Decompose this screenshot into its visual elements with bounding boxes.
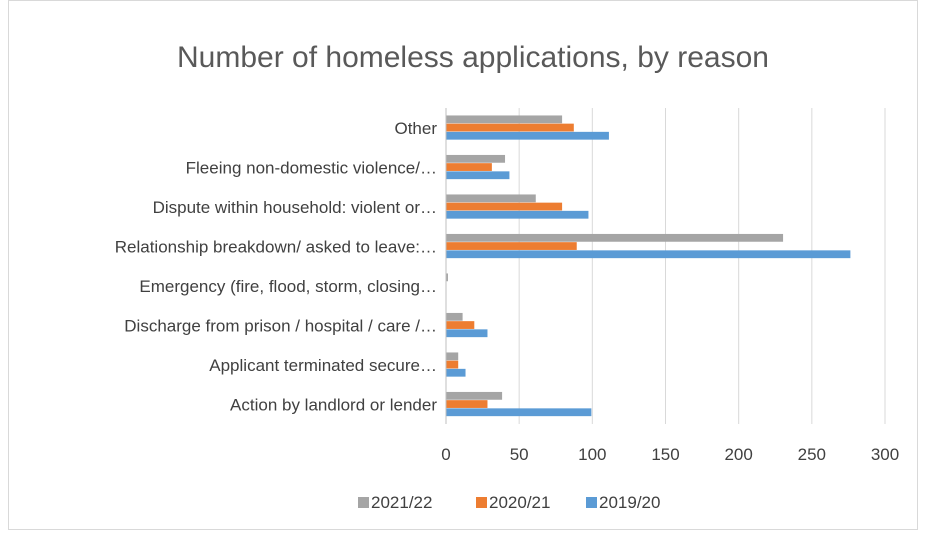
x-tick-label: 0	[441, 445, 450, 464]
category-label: Dispute within household: violent or…	[153, 198, 437, 217]
bar	[446, 329, 488, 338]
category-label: Fleeing non-domestic violence/…	[186, 158, 437, 177]
gridlines	[445, 108, 886, 424]
bar	[446, 400, 488, 408]
bars	[446, 115, 851, 417]
bar	[446, 368, 466, 377]
chart-title: Number of homeless applications, by reas…	[177, 41, 769, 74]
bar	[446, 321, 475, 329]
bar	[446, 123, 574, 132]
category-label: Applicant terminated secure…	[209, 356, 437, 375]
bar	[446, 163, 492, 171]
category-labels: Other Fleeing non-domestic violence/… Disp…	[115, 119, 438, 415]
category-label: Other	[394, 119, 437, 138]
category-label: Relationship breakdown/ asked to leave:…	[115, 237, 437, 256]
bar	[446, 210, 589, 219]
bar	[446, 250, 851, 259]
bar	[446, 242, 577, 250]
bar	[446, 360, 459, 369]
category-label: Action by landlord or lender	[230, 395, 437, 414]
bar	[446, 194, 536, 203]
x-axis-ticks: 0 50 100 150 200 250 300	[441, 445, 899, 464]
bar	[446, 352, 459, 361]
bar	[446, 202, 563, 211]
bar	[446, 312, 463, 321]
bar	[446, 233, 784, 242]
legend: 2021/22 2020/21 2019/20	[358, 493, 660, 512]
bar	[446, 391, 503, 400]
bar	[446, 154, 506, 163]
legend-swatch	[476, 497, 487, 508]
bar	[446, 273, 448, 282]
legend-label: 2020/21	[489, 493, 550, 512]
legend-swatch	[358, 497, 369, 508]
legend-label: 2021/22	[371, 493, 432, 512]
x-tick-label: 200	[724, 445, 752, 464]
x-tick-label: 100	[578, 445, 606, 464]
x-tick-label: 250	[798, 445, 826, 464]
x-tick-label: 150	[651, 445, 679, 464]
x-tick-label: 300	[871, 445, 899, 464]
bar	[446, 408, 592, 417]
legend-swatch	[586, 497, 597, 508]
bar	[446, 131, 609, 140]
bar	[446, 171, 510, 180]
category-label: Emergency (fire, flood, storm, closing…	[139, 277, 437, 296]
legend-label: 2019/20	[599, 493, 660, 512]
bar	[446, 115, 563, 124]
chart-frame	[8, 0, 918, 530]
x-tick-label: 50	[510, 445, 529, 464]
category-label: Discharge from prison / hospital / care …	[124, 316, 437, 335]
